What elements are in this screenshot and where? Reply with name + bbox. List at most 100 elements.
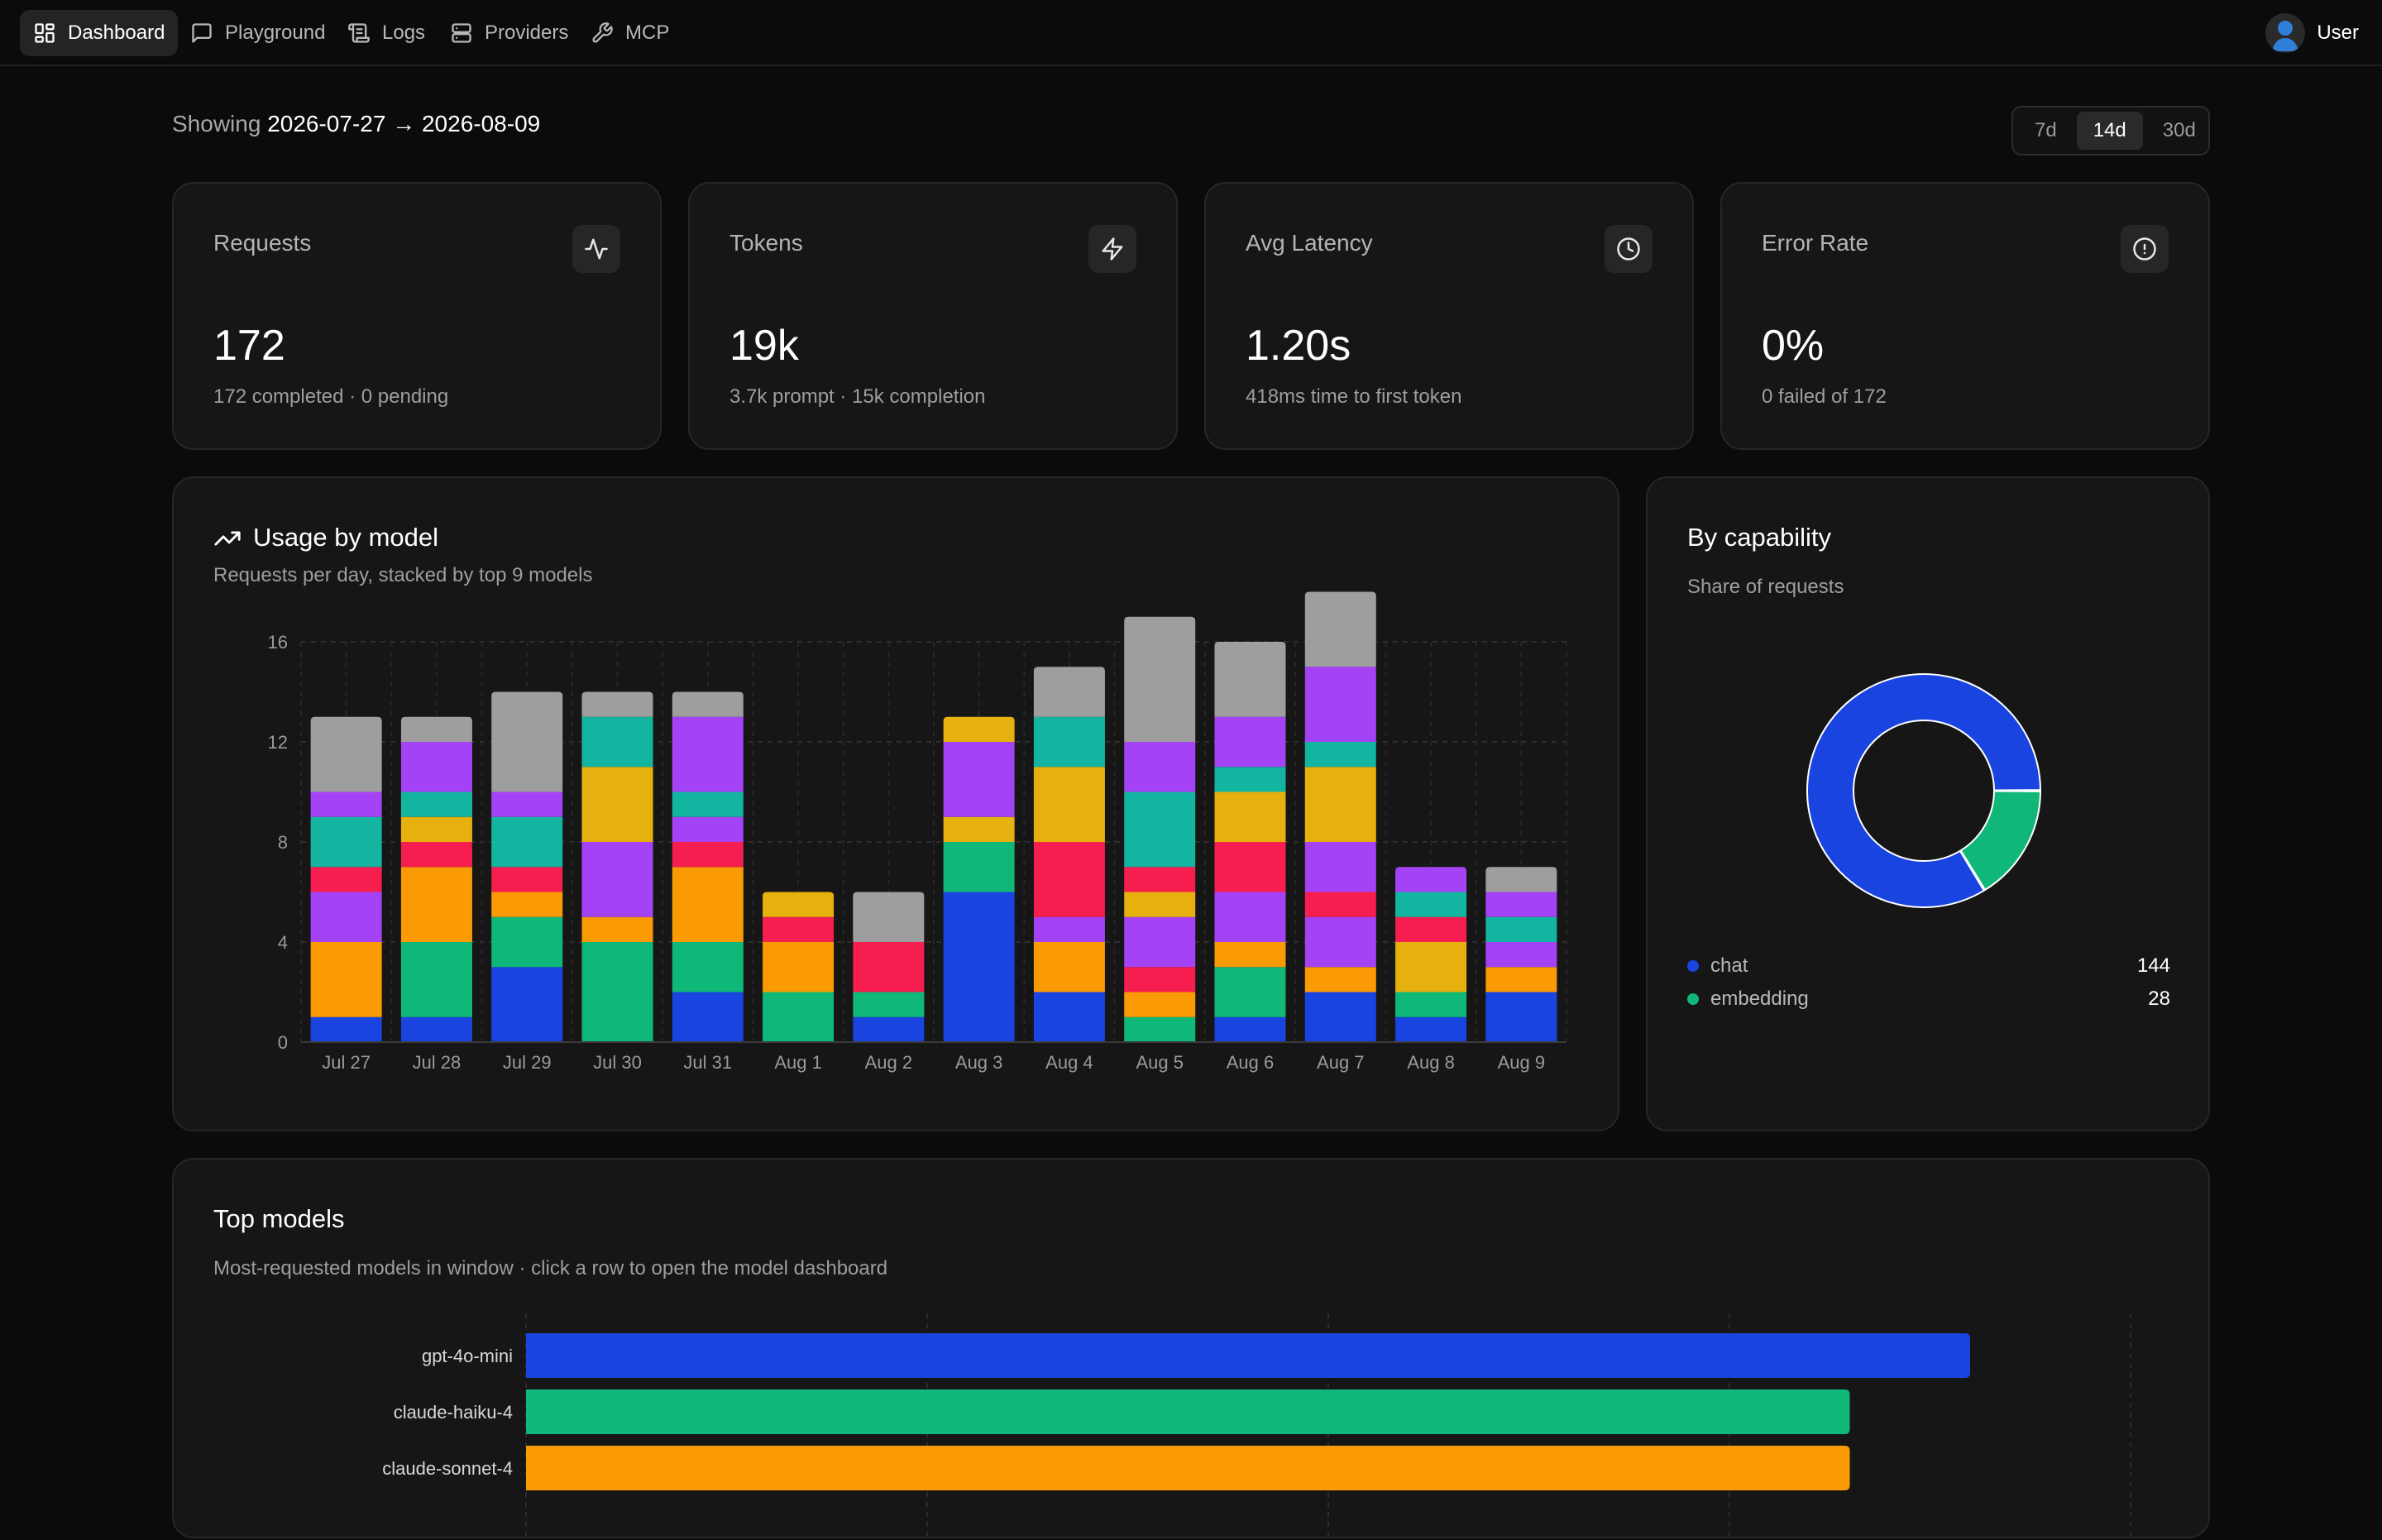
bar-segment [1033, 942, 1105, 992]
stat-sub: 418ms time to first token [1246, 385, 1462, 408]
bar-segment [310, 716, 382, 792]
user-label: User [2317, 22, 2359, 44]
capability-title: By capability [1687, 523, 1832, 552]
bar-segment [310, 1016, 382, 1042]
bar-segment [1033, 667, 1105, 717]
nav-providers[interactable]: Providers [437, 10, 581, 56]
bar-segment [1214, 1016, 1286, 1042]
top-models-bar-chart: gpt-4o-mini claude-haiku-4 claude-sonnet-4 [382, 1313, 2131, 1540]
model-bar[interactable] [526, 1333, 1970, 1378]
nav-logs-label: Logs [382, 22, 426, 44]
bar-segment [581, 691, 653, 717]
bar-segment [1485, 867, 1557, 892]
range-arrow: → [392, 111, 416, 136]
bar-segment [1304, 742, 1376, 768]
bar-segment [310, 792, 382, 817]
legend-item-embedding: embedding 28 [1687, 986, 2170, 1012]
usage-subtitle: Requests per day, stacked by top 9 model… [213, 564, 593, 586]
bar-segment [310, 816, 382, 868]
bar-segment [1304, 916, 1376, 968]
bar-segment [400, 716, 472, 742]
top-models-subtitle: Most-requested models in window · click … [213, 1257, 888, 1279]
bar-segment [1485, 892, 1557, 917]
bar-segment [1124, 1016, 1196, 1042]
bar-segment [1033, 842, 1105, 917]
bar-segment [581, 716, 653, 768]
bar-segment [763, 916, 835, 942]
bar-segment [1124, 616, 1196, 742]
range-14d-button[interactable]: 14d [2076, 112, 2143, 150]
stat-card-latency: Avg Latency 1.20s 418ms time to first to… [1204, 182, 1694, 450]
bar-segment [1214, 767, 1286, 792]
dashboard-icon [35, 23, 55, 43]
bar-segment [1395, 892, 1467, 917]
bar-segment [310, 867, 382, 892]
model-label[interactable]: claude-haiku-4 [394, 1402, 513, 1423]
stat-icon-box [2121, 225, 2169, 273]
bar-segment [672, 842, 744, 868]
scroll-icon [348, 23, 370, 43]
bar-segment [1395, 916, 1467, 942]
nav-logs[interactable]: Logs [334, 10, 438, 56]
bar-segment [1485, 967, 1557, 992]
stat-icon-box [1088, 225, 1136, 273]
bar-segment [672, 992, 744, 1042]
bar-segment [400, 842, 472, 868]
usage-by-model-card: Usage by model Requests per day, stacked… [172, 476, 1619, 1131]
model-bar[interactable] [526, 1446, 1850, 1490]
nav-playground[interactable]: Playground [177, 10, 338, 56]
bar-segment [1304, 842, 1376, 892]
usage-title: Usage by model [253, 523, 439, 552]
bar-segment [1395, 992, 1467, 1017]
alert-circle-icon [2133, 237, 2156, 261]
bar-segment [491, 892, 563, 917]
bar-segment [1214, 842, 1286, 892]
activity-icon [585, 238, 608, 260]
bar-segment [400, 742, 472, 792]
x-tick-label: Aug 7 [1317, 1052, 1365, 1073]
bar-segment [853, 992, 925, 1017]
model-label[interactable]: claude-sonnet-4 [382, 1458, 513, 1479]
nav-mcp-label: MCP [625, 22, 670, 44]
nav-mcp[interactable]: MCP [577, 10, 682, 56]
bar-segment [400, 816, 472, 842]
donut-slice [1806, 673, 2042, 908]
bar-segment [1214, 942, 1286, 968]
user-menu[interactable]: User [2265, 10, 2359, 56]
range-30d-button[interactable]: 30d [2162, 119, 2196, 141]
bar-segment [1304, 667, 1376, 742]
legend-label: chat [1710, 954, 1748, 977]
stat-value: 172 [213, 322, 285, 370]
legend-dot [1687, 960, 1699, 972]
x-tick-label: Aug 2 [865, 1052, 913, 1073]
bar-segment [1124, 867, 1196, 892]
stat-icon-box [572, 225, 620, 273]
x-tick-label: Aug 8 [1407, 1052, 1455, 1073]
stat-label: Tokens [729, 230, 803, 256]
bar-segment [1214, 792, 1286, 842]
nav-providers-label: Providers [485, 22, 569, 44]
y-tick-label: 16 [268, 632, 288, 653]
model-bar[interactable] [526, 1389, 1850, 1434]
range-end: 2026-08-09 [421, 111, 541, 136]
x-tick-label: Jul 29 [503, 1052, 552, 1073]
legend-item-chat: chat 144 [1687, 953, 2170, 979]
bar-segment [491, 967, 563, 1042]
bar-segment [1214, 716, 1286, 768]
bar-segment [672, 867, 744, 942]
range-7d-button[interactable]: 7d [2035, 119, 2057, 141]
bar-segment [1304, 892, 1376, 917]
avatar [2265, 13, 2306, 53]
x-tick-label: Aug 1 [774, 1052, 822, 1073]
x-tick-label: Aug 5 [1136, 1052, 1184, 1073]
bar-segment [943, 716, 1015, 742]
x-tick-label: Jul 31 [683, 1052, 732, 1073]
user-avatar-icon [2272, 21, 2299, 51]
by-capability-card: By capability Share of requests chat 144… [1646, 476, 2210, 1131]
model-label[interactable]: gpt-4o-mini [422, 1346, 513, 1366]
bar-segment [853, 892, 925, 942]
legend-count: 144 [2136, 954, 2170, 977]
nav-dashboard[interactable]: Dashboard [20, 10, 179, 56]
bar-segment [1124, 792, 1196, 868]
stat-value: 1.20s [1246, 322, 1351, 370]
